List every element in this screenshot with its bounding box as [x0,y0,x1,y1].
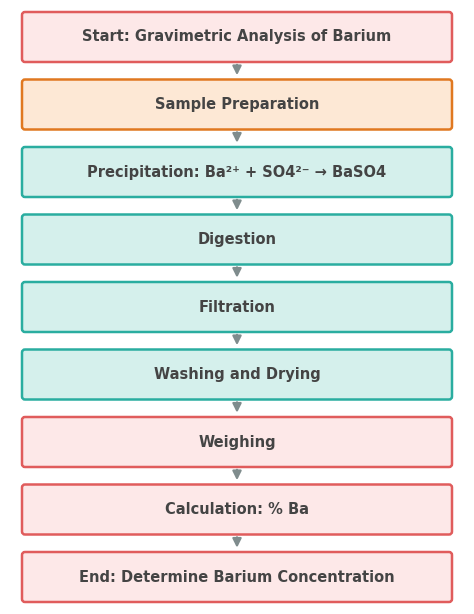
FancyBboxPatch shape [22,282,452,332]
Text: Weighing: Weighing [198,435,276,449]
Text: End: Determine Barium Concentration: End: Determine Barium Concentration [79,570,395,585]
FancyBboxPatch shape [22,214,452,265]
Text: Calculation: % Ba: Calculation: % Ba [165,502,309,517]
FancyBboxPatch shape [22,147,452,197]
Text: Washing and Drying: Washing and Drying [154,367,320,382]
FancyBboxPatch shape [22,417,452,467]
Text: Sample Preparation: Sample Preparation [155,97,319,112]
FancyBboxPatch shape [22,552,452,602]
Text: Digestion: Digestion [198,232,276,247]
FancyBboxPatch shape [22,12,452,62]
Text: Filtration: Filtration [199,300,275,314]
Text: Precipitation: Ba²⁺ + SO4²⁻ → BaSO4: Precipitation: Ba²⁺ + SO4²⁻ → BaSO4 [87,165,387,179]
FancyBboxPatch shape [22,79,452,130]
FancyBboxPatch shape [22,484,452,535]
FancyBboxPatch shape [22,349,452,400]
Text: Start: Gravimetric Analysis of Barium: Start: Gravimetric Analysis of Barium [82,29,392,44]
